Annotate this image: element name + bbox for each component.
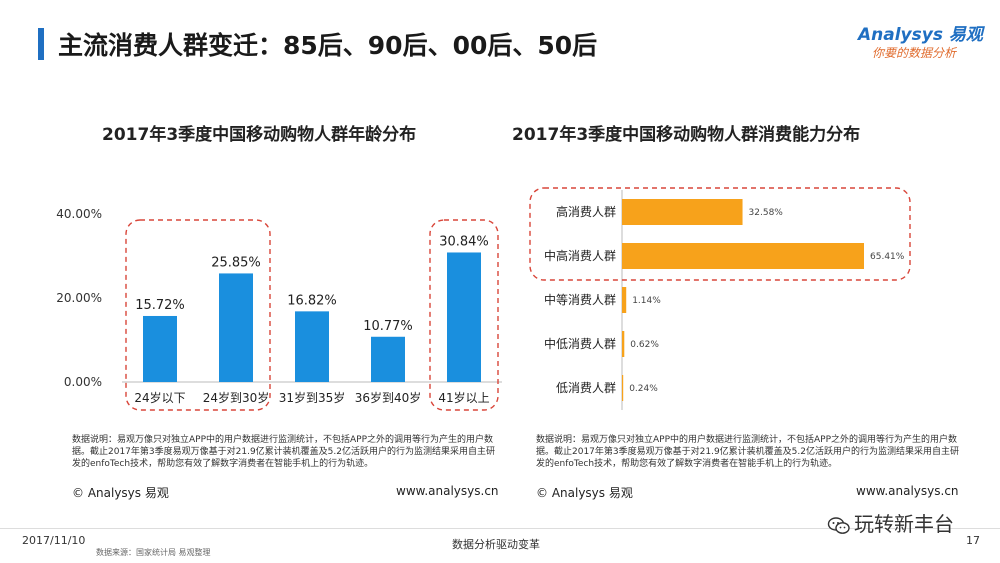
y-tick-label: 20.00%: [56, 291, 102, 305]
copyright-left: © Analysys 易观: [72, 486, 169, 500]
data-label: 32.58%: [749, 208, 784, 218]
y-tick-label: 40.00%: [56, 207, 102, 221]
age-chart-title: 2017年3季度中国移动购物人群年龄分布: [102, 125, 417, 145]
bar: [143, 315, 177, 382]
page-title: 主流消费人群变迁：85后、90后、00后、50后: [58, 31, 598, 60]
y-tick-label: 高消费人群: [556, 204, 616, 219]
footer-divider: [0, 528, 1000, 529]
footer-source: 数据来源：国家统计局 易观整理: [96, 548, 211, 557]
age-distribution-chart: 0.00% 20.00% 40.00% 15.72% 24岁以下 25.85% 24岁到30…: [56, 207, 502, 411]
bar: [371, 336, 405, 382]
x-tick-label: 36岁到40岁: [355, 390, 422, 405]
data-label: 65.41%: [870, 252, 905, 262]
x-tick-label: 31岁到35岁: [279, 390, 346, 405]
wechat-account[interactable]: 玩转新丰台: [827, 508, 954, 537]
x-tick-label: 24岁以下: [134, 390, 185, 405]
bar: [622, 199, 743, 225]
x-tick-label: 24岁到30岁: [203, 390, 270, 405]
footer-date: 2017/11/10: [22, 534, 86, 547]
analysys-logo: Analysys 易观 你要的数据分析: [858, 20, 983, 66]
y-tick-label: 0.00%: [64, 375, 102, 389]
website-right[interactable]: www.analysys.cn: [856, 484, 959, 498]
bar: [295, 311, 329, 382]
bar: [622, 375, 624, 401]
data-label: 1.14%: [632, 296, 661, 306]
y-tick-label: 低消费人群: [556, 381, 616, 395]
page-number: 17: [966, 534, 980, 547]
highlight-frame: [125, 219, 271, 411]
copyright-right: © Analysys 易观: [536, 486, 633, 500]
data-label: 0.24%: [629, 384, 658, 394]
website-left[interactable]: www.analysys.cn: [396, 484, 499, 498]
bar: [622, 287, 627, 313]
x-tick-label: 41岁以上: [438, 390, 489, 405]
wechat-account-name: 玩转新丰台: [854, 512, 954, 536]
bar: [447, 252, 481, 382]
data-label: 15.72%: [135, 298, 185, 313]
title-accent-bar: [38, 28, 44, 60]
highlight-frame: [429, 219, 499, 411]
spending-power-chart: 高消费人群 32.58% 中高消费人群 65.41% 中等消费人群 1.14% 中低消费人群…: [529, 187, 911, 410]
highlight-frame: [529, 187, 911, 281]
data-label: 16.82%: [287, 293, 337, 308]
wechat-icon: [827, 516, 850, 534]
data-label: 0.62%: [630, 340, 659, 350]
spending-chart-title: 2017年3季度中国移动购物人群消费能力分布: [512, 125, 861, 145]
y-tick-label: 中高消费人群: [544, 248, 616, 263]
logo-name: Analysys 易观: [858, 25, 983, 45]
bar: [622, 243, 864, 269]
data-label: 10.77%: [363, 319, 413, 334]
logo-slogan: 你要的数据分析: [872, 46, 957, 60]
y-tick-label: 中等消费人群: [544, 292, 616, 307]
y-tick-label: 中低消费人群: [544, 336, 616, 351]
data-note-left: 数据说明：易观万像只对独立APP中的用户数据进行监测统计，不包括APP之外的调用…: [72, 435, 495, 469]
data-label: 25.85%: [211, 255, 261, 270]
bar: [219, 273, 253, 382]
data-note-right: 数据说明：易观万像只对独立APP中的用户数据进行监测统计，不包括APP之外的调用…: [536, 435, 959, 469]
data-label: 30.84%: [439, 234, 489, 249]
bar: [622, 331, 625, 357]
footer-center-text: 数据分析驱动变革: [452, 538, 540, 551]
